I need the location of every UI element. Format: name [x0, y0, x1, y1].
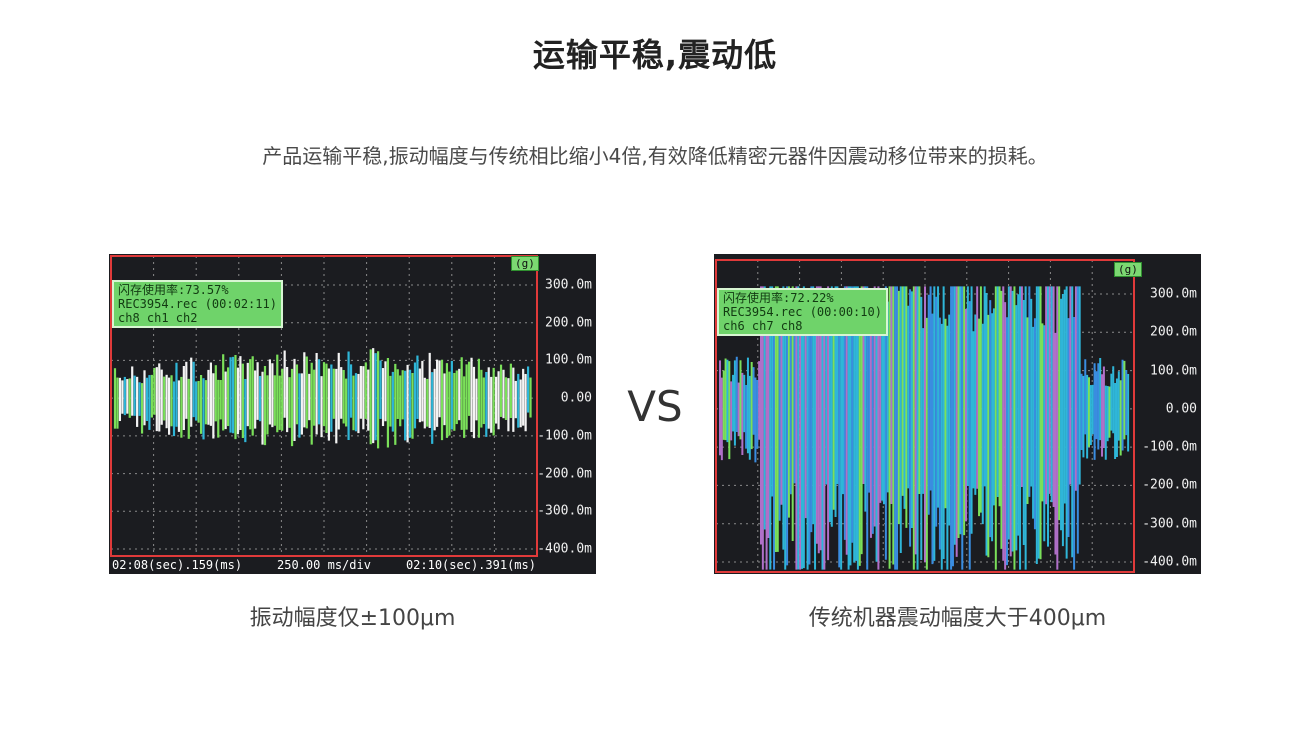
right-vibration-chart: (g) 闪存使用率:72.22% REC3954.rec (00:00:10) … — [714, 254, 1201, 574]
y-tick-label: -100.0m — [1142, 439, 1197, 455]
y-tick-label: 300.0m — [1150, 286, 1197, 302]
y-tick-label: -400.0m — [537, 541, 592, 557]
left-caption: 振动幅度仅±100μm — [249, 606, 456, 631]
left-footer-scale: 250.00 ms/div — [277, 558, 371, 572]
vs-label: VS — [627, 382, 683, 431]
left-footer-bar: 02:08(sec).159(ms) 250.00 ms/div 02:10(s… — [109, 556, 539, 574]
y-tick-label: -300.0m — [1142, 516, 1197, 532]
y-tick-label: -200.0m — [1142, 477, 1197, 493]
left-footer-start: 02:08(sec).159(ms) — [112, 558, 243, 572]
right-info-line3: ch6 ch7 ch8 — [723, 319, 803, 333]
right-caption: 传统机器震动幅度大于400μm — [808, 606, 1107, 631]
page-title: 运输平稳,震动低 — [532, 36, 778, 74]
y-tick-label: 0.00 — [1165, 401, 1197, 417]
left-info-line3: ch8 ch1 ch2 — [118, 311, 198, 325]
left-footer-end: 02:10(sec).391(ms) — [405, 558, 536, 572]
left-info-line2: REC3954.rec (00:02:11) — [118, 297, 277, 311]
left-info-line1: 闪存使用率:73.57% — [118, 283, 229, 297]
right-info-box: 闪存使用率:72.22% REC3954.rec (00:00:10) ch6 … — [717, 288, 888, 336]
left-info-box: 闪存使用率:73.57% REC3954.rec (00:02:11) ch8 … — [112, 280, 283, 328]
left-vibration-chart: (g) 闪存使用率:73.57% REC3954.rec (00:02:11) … — [109, 254, 596, 574]
y-tick-label: -100.0m — [537, 428, 592, 444]
right-waveform — [715, 259, 1135, 573]
right-unit-badge: (g) — [1114, 262, 1142, 277]
page-subtitle: 产品运输平稳,振动幅度与传统相比缩小4倍,有效降低精密元器件因震动移位带来的损耗… — [262, 144, 1048, 168]
y-tick-label: -200.0m — [537, 466, 592, 482]
y-tick-label: -300.0m — [537, 503, 592, 519]
left-waveform — [110, 255, 538, 557]
y-tick-label: 100.0m — [545, 352, 592, 368]
y-tick-label: -400.0m — [1142, 554, 1197, 570]
y-tick-label: 300.0m — [545, 277, 592, 293]
right-info-line2: REC3954.rec (00:00:10) — [723, 305, 882, 319]
left-unit-badge: (g) — [511, 256, 539, 271]
right-info-line1: 闪存使用率:72.22% — [723, 291, 834, 305]
plot-border — [715, 259, 1135, 573]
plot-border — [110, 255, 538, 557]
y-tick-label: 100.0m — [1150, 363, 1197, 379]
y-tick-label: 0.00 — [560, 390, 592, 406]
y-tick-label: 200.0m — [545, 315, 592, 331]
y-tick-label: 200.0m — [1150, 324, 1197, 340]
